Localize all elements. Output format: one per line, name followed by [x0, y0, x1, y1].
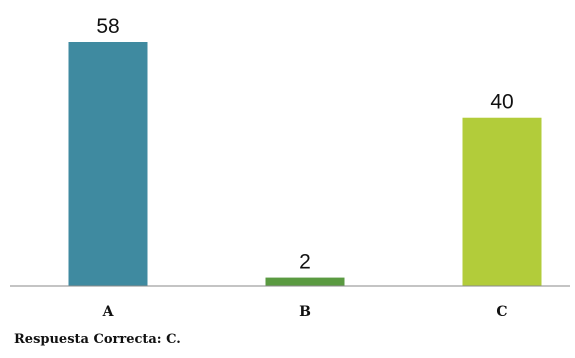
bar-c: [462, 117, 542, 286]
value-labels-layer: 58 2 40: [96, 15, 513, 274]
value-label-c: 40: [490, 91, 513, 114]
bar-b: [265, 277, 345, 286]
value-label-b: 2: [299, 251, 311, 274]
correct-answer-note: Respuesta Correcta: C.: [14, 332, 181, 347]
x-tick-label-b: B: [299, 304, 311, 320]
bars-layer: [68, 42, 542, 286]
bar-a: [68, 42, 148, 286]
x-tick-labels-layer: A B C: [102, 304, 508, 320]
value-label-a: 58: [96, 15, 119, 38]
x-tick-label-c: C: [496, 304, 507, 320]
x-tick-label-a: A: [102, 304, 115, 320]
